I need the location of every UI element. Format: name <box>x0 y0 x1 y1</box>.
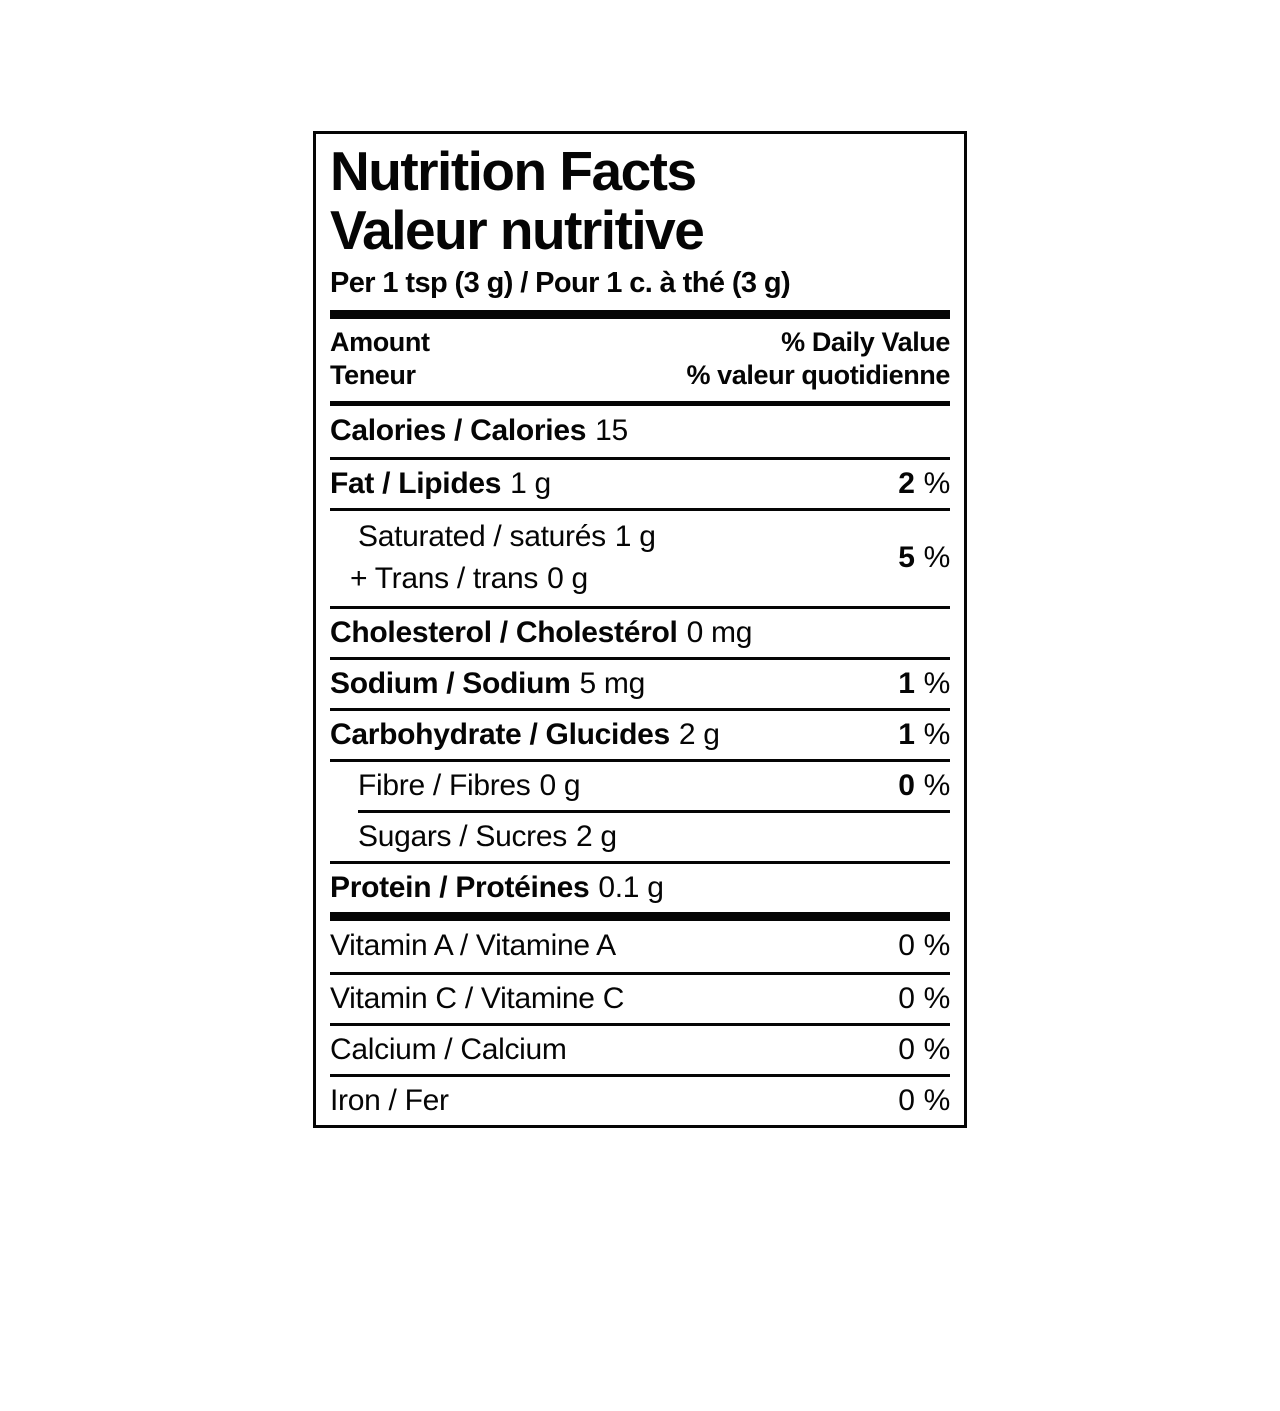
daily-value-number: 0 <box>898 1032 915 1066</box>
row-fibre-text: Fibre / Fibres 0 g <box>330 768 581 803</box>
nutrient-name: Calories / Calories <box>330 414 587 448</box>
column-headers: Amount Teneur % Daily Value % valeur quo… <box>330 319 950 401</box>
row-saturated-trans-text: Saturated / saturés 1 g + Trans / trans 0 … <box>330 516 656 601</box>
row-sugars-text: Sugars / Sucres 2 g <box>358 820 617 854</box>
serving-size: Per 1 tsp (3 g) / Pour 1 c. à thé (3 g) <box>330 266 791 299</box>
nutrient-name: + Trans / trans <box>350 562 539 596</box>
row-fat-text: Fat / Lipides 1 g <box>330 467 551 501</box>
percent-sign: % <box>923 768 951 802</box>
nutrient-name: Calcium / Calcium <box>330 1032 567 1066</box>
row-fibre: Fibre / Fibres 0 g 0% <box>330 758 950 810</box>
divider-thick-bottom <box>330 911 950 921</box>
row-iron-text: Iron / Fer <box>330 1084 449 1118</box>
nutrient-amount: 0 g <box>539 768 581 802</box>
row-calories: Calories / Calories 15 <box>330 406 950 457</box>
daily-value: 0% <box>886 769 950 803</box>
nutrition-facts-label: Nutrition Facts Valeur nutritive Per 1 t… <box>313 131 967 1128</box>
row-calcium: Calcium / Calcium 0% <box>330 1022 950 1074</box>
row-saturated-trans: Saturated / saturés 1 g + Trans / trans 0 … <box>330 507 950 606</box>
amount-header-fr: Teneur <box>330 359 416 390</box>
daily-value: 1% <box>886 667 950 701</box>
daily-value: 0% <box>886 929 950 963</box>
row-protein: Protein / Protéines 0.1 g <box>330 860 950 912</box>
row-sodium: Sodium / Sodium 5 mg 1% <box>330 656 950 708</box>
percent-sign: % <box>923 1032 951 1066</box>
nutrient-name: Vitamin A / Vitamine A <box>330 929 616 963</box>
nutrient-name: Saturated / saturés <box>358 519 606 553</box>
row-carbohydrate-text: Carbohydrate / Glucides 2 g <box>330 718 720 752</box>
daily-value-number: 0 <box>898 768 915 802</box>
daily-value-number: 5 <box>898 541 915 575</box>
percent-sign: % <box>923 541 951 575</box>
row-vitamin-c-text: Vitamin C / Vitamine C <box>330 982 624 1016</box>
percent-sign: % <box>923 929 951 963</box>
nutrient-amount: 15 <box>595 414 628 448</box>
daily-value-header-en: % Daily Value <box>781 326 950 357</box>
daily-value: 2% <box>886 467 950 501</box>
amount-header: Amount Teneur <box>330 326 430 392</box>
row-calcium-text: Calcium / Calcium <box>330 1033 567 1067</box>
row-calories-text: Calories / Calories 15 <box>330 414 628 448</box>
daily-value: 0% <box>886 1033 950 1067</box>
row-cholesterol-text: Cholesterol / Cholestérol 0 mg <box>330 616 752 650</box>
row-cholesterol: Cholesterol / Cholestérol 0 mg <box>330 605 950 657</box>
label-title-block: Nutrition Facts Valeur nutritive Per 1 t… <box>330 142 950 300</box>
daily-value: 5% <box>886 541 950 575</box>
percent-sign: % <box>923 1083 951 1117</box>
nutrient-amount: 1 g <box>614 519 656 553</box>
nutrient-amount: 1 g <box>510 466 551 500</box>
row-vitamin-a: Vitamin A / Vitamine A 0% <box>330 921 950 972</box>
nutrient-name: Vitamin C / Vitamine C <box>330 981 625 1015</box>
daily-value: 0% <box>886 982 950 1016</box>
saturated-line: Saturated / saturés 1 g <box>358 516 656 559</box>
percent-sign: % <box>923 466 951 500</box>
nutrient-amount: 0 mg <box>686 615 753 649</box>
row-fat: Fat / Lipides 1 g 2% <box>330 456 950 508</box>
divider-medium <box>330 400 950 406</box>
daily-value: 1% <box>886 718 950 752</box>
daily-value-number: 1 <box>898 666 915 700</box>
nutrient-name: Fibre / Fibres <box>358 768 531 802</box>
percent-sign: % <box>923 666 951 700</box>
row-iron: Iron / Fer 0% <box>330 1073 950 1125</box>
daily-value-number: 2 <box>898 466 915 500</box>
nutrient-amount: 2 g <box>678 717 720 751</box>
row-sugars: Sugars / Sucres 2 g <box>358 809 950 861</box>
row-vitamin-a-text: Vitamin A / Vitamine A <box>330 929 616 963</box>
daily-value-header-fr: % valeur quotidienne <box>686 359 950 390</box>
daily-value-number: 0 <box>898 929 915 963</box>
daily-value: 0% <box>886 1084 950 1118</box>
nutrient-amount: 5 mg <box>579 666 646 700</box>
daily-value-number: 0 <box>898 981 915 1015</box>
nutrient-name: Carbohydrate / Glucides <box>330 717 670 751</box>
daily-value-number: 1 <box>898 717 915 751</box>
nutrient-amount: 0.1 g <box>598 870 664 904</box>
row-vitamin-c: Vitamin C / Vitamine C 0% <box>330 971 950 1023</box>
nutrient-name: Iron / Fer <box>330 1083 449 1117</box>
daily-value-header: % Daily Value % valeur quotidienne <box>686 326 950 392</box>
row-carbohydrate: Carbohydrate / Glucides 2 g 1% <box>330 707 950 759</box>
row-sodium-text: Sodium / Sodium 5 mg <box>330 667 645 701</box>
divider-thick-top <box>330 309 950 319</box>
percent-sign: % <box>923 717 951 751</box>
nutrient-amount: 0 g <box>547 562 588 596</box>
percent-sign: % <box>923 981 951 1015</box>
title-french: Valeur nutritive <box>330 198 705 261</box>
title-english: Nutrition Facts <box>330 140 697 202</box>
daily-value-number: 0 <box>898 1083 915 1117</box>
nutrient-name: Sodium / Sodium <box>330 666 571 700</box>
row-protein-text: Protein / Protéines 0.1 g <box>330 871 664 905</box>
nutrient-amount: 2 g <box>575 819 617 853</box>
nutrient-name: Protein / Protéines <box>330 870 590 904</box>
nutrient-name: Cholesterol / Cholestérol <box>330 615 678 649</box>
trans-line: + Trans / trans 0 g <box>350 558 656 601</box>
amount-header-en: Amount <box>330 326 430 357</box>
page-background: Nutrition Facts Valeur nutritive Per 1 t… <box>0 131 1280 1411</box>
nutrient-name: Fat / Lipides <box>330 466 502 500</box>
nutrient-name: Sugars / Sucres <box>358 819 567 853</box>
